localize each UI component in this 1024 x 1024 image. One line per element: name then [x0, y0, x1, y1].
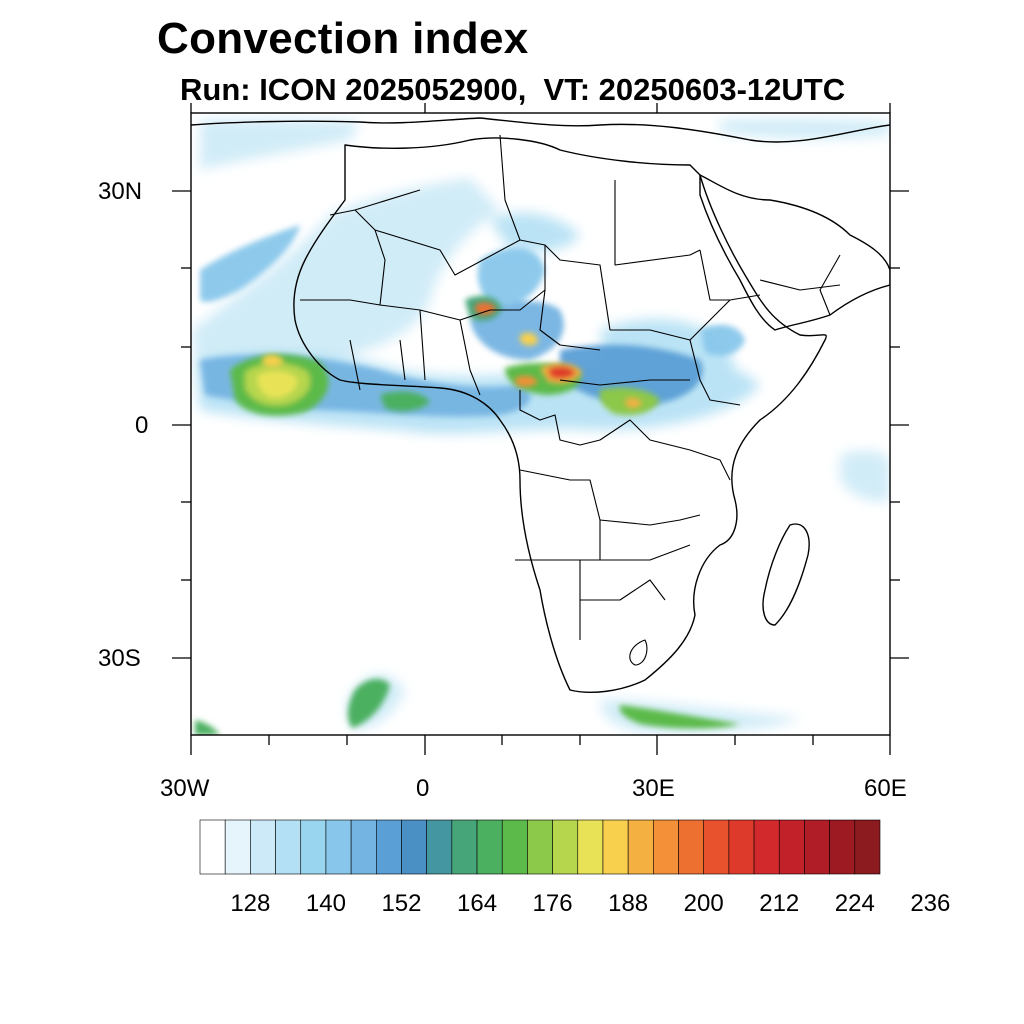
colorbar-swatch: [627, 819, 654, 875]
lat-label-0: 0: [135, 412, 149, 439]
lon-label-60e: 60E: [864, 775, 907, 802]
run-subtitle: Run: ICON 2025052900, VT: 20250603-12UTC: [180, 72, 846, 107]
colorbar-swatch: [703, 819, 730, 875]
colorbar-tick-label: 200: [683, 890, 724, 917]
colorbar-swatch: [527, 819, 553, 875]
colorbar-tick-label: 164: [457, 890, 498, 917]
lon-label-30e: 30E: [632, 775, 675, 802]
colorbar-swatch: [375, 819, 402, 875]
colorbar-swatch: [275, 819, 302, 875]
plot-frame: [190, 112, 891, 736]
lat-label-30n: 30N: [98, 178, 143, 205]
colorbar-swatch: [854, 819, 881, 875]
colorbar: [199, 819, 881, 875]
coastlines: [191, 117, 890, 693]
colorbar-swatch: [829, 819, 856, 875]
colorbar-tick-label: 224: [834, 890, 875, 917]
colorbar-swatch: [552, 819, 579, 875]
madagascar-coastline: [762, 523, 810, 626]
axis-ticks: [172, 103, 909, 755]
colorbar-swatch: [804, 819, 830, 875]
colorbar-swatch: [476, 819, 503, 875]
colorbar-tick-label: 140: [305, 890, 346, 917]
colorbar-swatch: [199, 819, 226, 875]
colorbar-swatch: [653, 819, 679, 875]
colorbar-swatch: [728, 819, 755, 875]
page-title: Convection index: [157, 14, 529, 63]
colorbar-swatch: [501, 819, 528, 875]
colorbar-swatch: [250, 819, 276, 875]
colorbar-swatch: [325, 819, 352, 875]
lon-label-30w: 30W: [160, 775, 210, 802]
lon-label-0: 0: [416, 775, 430, 802]
colorbar-tick-label: 152: [381, 890, 422, 917]
colorbar-swatch: [577, 819, 604, 875]
colorbar-tick-label: 212: [759, 890, 800, 917]
arabia-coastline: [699, 174, 890, 331]
colorbar-swatch: [778, 819, 805, 875]
lat-label-30s: 30S: [98, 645, 141, 672]
colorbar-tick-label: 176: [532, 890, 573, 917]
colorbar-swatch: [300, 819, 327, 875]
colorbar-swatch: [753, 819, 780, 875]
colorbar-swatch: [401, 819, 427, 875]
colorbar-tick-label: 128: [230, 890, 271, 917]
colorbar-swatch: [426, 819, 453, 875]
colorbar-tick-label: 236: [910, 890, 951, 917]
colorbar-swatch: [451, 819, 478, 875]
colorbar-tick-label: 188: [608, 890, 649, 917]
colorbar-swatch: [678, 819, 705, 875]
colorbar-swatch: [602, 819, 629, 875]
colorbar-swatch: [224, 819, 251, 875]
colorbar-swatch: [350, 819, 377, 875]
convection-field: [192, 118, 890, 735]
